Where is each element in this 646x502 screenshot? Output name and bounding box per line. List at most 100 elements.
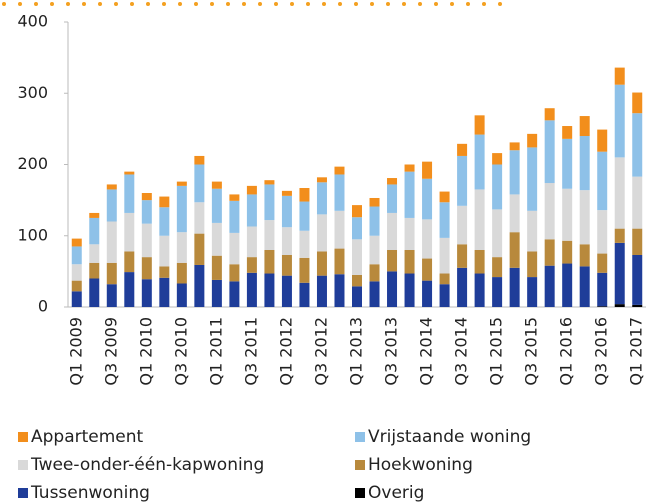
bar-segment	[281, 275, 292, 307]
bar-segment	[246, 272, 257, 307]
bar-segment	[404, 171, 415, 218]
bar-segment	[597, 129, 608, 152]
bar-segment	[229, 232, 240, 265]
bar-segment	[194, 164, 205, 203]
legend-label: Overig	[368, 483, 424, 502]
bar-segment	[316, 251, 327, 276]
bar-segment	[316, 214, 327, 252]
bar-segment	[71, 280, 82, 292]
bar-segment	[457, 244, 468, 268]
bar-segment	[106, 284, 117, 307]
bar-segment	[474, 273, 485, 307]
bar-segment	[334, 166, 345, 175]
bar-segment	[352, 286, 362, 307]
bar-segment	[369, 197, 380, 207]
y-tick-label: 0	[38, 297, 48, 316]
bar-segment	[597, 306, 608, 307]
bar-segment	[229, 264, 240, 282]
bar-segment	[246, 226, 257, 258]
bar-segment	[387, 184, 398, 213]
bar-segment	[439, 191, 450, 203]
bar-segment	[474, 115, 485, 135]
bar-segment	[159, 196, 170, 208]
x-tick-label: Q3 2015	[522, 317, 541, 386]
y-tick-label: 100	[17, 225, 48, 244]
bar-segment	[334, 210, 345, 249]
bar-segment	[544, 120, 555, 184]
bar-segment	[71, 238, 82, 247]
bar-segment	[439, 273, 450, 285]
y-tick-label: 200	[17, 154, 48, 173]
bar-segment	[492, 209, 503, 258]
bar-segment	[89, 217, 100, 245]
bar-segment	[597, 151, 608, 211]
bar-segment	[632, 254, 643, 305]
bar-segment	[544, 239, 555, 266]
bar-segment	[159, 277, 170, 307]
bar-segment	[579, 244, 590, 267]
bar-segment	[299, 230, 310, 258]
bar-segment	[194, 233, 205, 265]
bar-segment	[334, 248, 345, 275]
bar-segment	[141, 279, 152, 307]
x-tick-label: Q3 2012	[311, 317, 330, 386]
legend-label: Appartement	[31, 427, 144, 447]
bar-segment	[492, 257, 503, 278]
bar-segment	[387, 212, 398, 250]
bar-segment	[316, 177, 327, 183]
x-tick-label: Q3 2009	[101, 317, 120, 386]
bar-segment	[176, 232, 187, 263]
bar-segment	[562, 138, 573, 189]
bar-segment	[246, 185, 257, 195]
bar-segment	[299, 257, 310, 283]
bar-segment	[422, 161, 433, 179]
x-tick-label: Q3 2013	[382, 317, 401, 386]
bar-segment	[176, 181, 187, 186]
bar-segment	[281, 227, 292, 255]
bar-segment	[194, 202, 205, 234]
bar-segment	[509, 150, 520, 195]
bar-segment	[281, 195, 292, 228]
bar-segment	[544, 265, 555, 307]
bar-segment	[387, 250, 398, 272]
bar-segment	[369, 235, 380, 265]
bar-segment	[194, 155, 205, 165]
bar-segment	[527, 210, 538, 252]
bar-segment	[141, 257, 152, 280]
bar-segment	[141, 200, 152, 224]
x-tick-label: Q1 2013	[347, 317, 366, 386]
bar-segment	[211, 279, 222, 307]
bar-segment	[334, 274, 345, 307]
bar-segment	[89, 212, 100, 218]
bar-segment	[527, 277, 538, 307]
bar-segment	[562, 188, 573, 241]
bar-segment	[141, 223, 152, 258]
bar-segment	[211, 188, 222, 223]
bar-segment	[562, 126, 573, 139]
bar-segment	[211, 222, 222, 256]
bar-segment	[562, 263, 573, 307]
bar-segment	[439, 202, 450, 238]
x-tick-label: Q3 2014	[452, 317, 471, 386]
bar-segment	[352, 239, 362, 275]
bar-segment	[509, 267, 520, 307]
bar-segment	[404, 250, 415, 274]
bar-segment	[387, 178, 398, 185]
bar-segment	[404, 273, 415, 307]
bar-segment	[264, 250, 275, 274]
bar-segment	[527, 147, 538, 211]
bar-segment	[614, 157, 625, 229]
bar-segment	[159, 266, 170, 278]
y-tick-label: 400	[17, 12, 48, 31]
bar-segment	[246, 194, 257, 227]
bar-segment	[422, 280, 433, 307]
x-tick-label: Q1 2009	[66, 317, 85, 386]
bar-segment	[124, 171, 135, 175]
decor-dots	[2, 2, 502, 6]
bar-segment	[597, 272, 608, 307]
x-tick-label: Q1 2014	[417, 317, 436, 386]
bar-segment	[352, 217, 362, 240]
bar-segment	[352, 274, 362, 287]
bar-segment	[229, 281, 240, 307]
